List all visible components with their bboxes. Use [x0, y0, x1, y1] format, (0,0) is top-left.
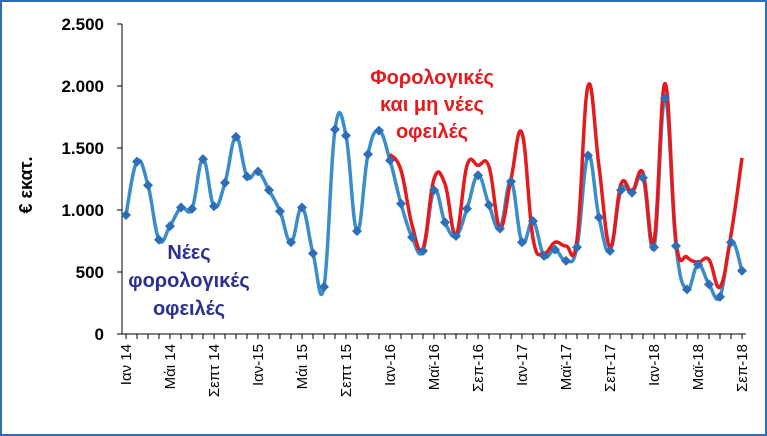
data-point-marker	[660, 93, 670, 104]
data-point-marker	[682, 284, 692, 295]
x-tick-label: Σεπ-17	[602, 344, 619, 392]
y-tick-label: 500	[76, 263, 104, 282]
data-point-marker	[330, 124, 340, 135]
data-point-marker	[308, 248, 318, 259]
data-point-marker	[693, 259, 703, 270]
x-tick-label: Μάι 15	[294, 344, 311, 389]
data-point-marker	[539, 250, 549, 261]
y-tick-label: 0	[95, 325, 104, 344]
data-point-marker	[209, 201, 219, 212]
data-point-marker	[737, 265, 747, 276]
data-point-marker	[132, 156, 142, 167]
data-point-marker	[253, 166, 263, 177]
annotation-line: οφειλές	[153, 298, 225, 320]
x-tick-label: Μαϊ-16	[426, 344, 443, 390]
data-point-marker	[627, 187, 637, 198]
data-point-marker	[726, 237, 736, 248]
y-axis-ticks: 0 500 1.000 1.500 2.000 2.500	[61, 15, 122, 344]
data-point-marker	[704, 279, 714, 290]
data-point-marker	[385, 155, 395, 166]
data-point-marker	[638, 172, 648, 183]
data-point-marker	[484, 200, 494, 211]
x-tick-label: Μαϊ-18	[690, 344, 707, 390]
data-point-marker	[154, 234, 164, 245]
data-point-marker	[198, 154, 208, 165]
data-point-marker	[506, 176, 516, 187]
data-point-marker	[495, 223, 505, 234]
data-point-marker	[473, 170, 483, 181]
data-point-marker	[319, 281, 329, 292]
y-tick-label: 1.500	[61, 139, 104, 158]
data-point-marker	[264, 185, 274, 196]
data-point-marker	[231, 131, 241, 142]
data-point-marker	[517, 237, 527, 248]
annotation-line: Φορολογικές	[370, 67, 494, 89]
data-point-marker	[418, 245, 428, 256]
y-tick-label: 1.000	[61, 201, 104, 220]
data-point-marker	[462, 203, 472, 214]
data-point-marker	[550, 244, 560, 255]
data-point-marker	[143, 180, 153, 191]
annotation-line: και μη νέες	[380, 94, 484, 116]
data-point-marker	[220, 177, 230, 188]
data-point-marker	[352, 226, 362, 237]
data-point-marker	[583, 150, 593, 161]
annotation-line: φορολογικές	[128, 270, 249, 292]
data-point-marker	[341, 130, 351, 141]
x-tick-label: Σεπ-18	[734, 344, 751, 392]
data-point-marker	[561, 255, 571, 266]
data-point-marker	[594, 212, 604, 223]
x-axis-ticks: Ιαν 14 Μάι 14 Σεπτ 14 Ιαν-15 Μάι 15 Σεπτ 15 Ια…	[118, 334, 751, 397]
data-point-marker	[616, 185, 626, 196]
data-point-marker	[187, 203, 197, 214]
x-tick-label: Σεπτ 14	[206, 344, 223, 397]
x-tick-label: Ιαν-15	[250, 344, 267, 386]
x-tick-label: Ιαν-16	[382, 344, 399, 386]
x-tick-label: Σεπτ 15	[338, 344, 355, 397]
data-point-marker	[407, 232, 417, 243]
x-tick-label: Σεπ-16	[470, 344, 487, 392]
data-point-marker	[605, 245, 615, 256]
y-tick-label: 2.000	[61, 77, 104, 96]
data-point-marker	[121, 209, 131, 220]
data-point-marker	[528, 216, 538, 227]
data-point-marker	[363, 149, 373, 160]
annotation-line: Νέες	[167, 242, 210, 264]
x-tick-label: Ιαν-17	[514, 344, 531, 386]
data-point-marker	[451, 231, 461, 242]
data-point-marker	[165, 221, 175, 232]
x-tick-label: Μαϊ-17	[558, 344, 575, 390]
data-point-marker	[572, 242, 582, 253]
data-point-marker	[297, 202, 307, 213]
x-tick-label: Μάι 14	[162, 344, 179, 389]
data-point-marker	[176, 202, 186, 213]
x-tick-label: Ιαν-18	[646, 344, 663, 386]
data-point-marker	[440, 217, 450, 228]
y-axis-title: € εκατ.	[16, 156, 36, 213]
annotations: Φορολογικές και μη νέες οφειλές Νέες φορολογ…	[128, 67, 494, 320]
x-tick-label: Ιαν 14	[118, 344, 135, 385]
annotation-line: οφειλές	[396, 121, 468, 143]
data-point-marker	[396, 198, 406, 209]
data-point-marker	[286, 237, 296, 248]
data-point-marker	[671, 240, 681, 251]
data-point-marker	[649, 242, 659, 253]
data-point-marker	[374, 125, 384, 136]
data-point-marker	[715, 291, 725, 302]
data-point-marker	[429, 185, 439, 196]
data-point-marker	[242, 171, 252, 182]
y-tick-label: 2.500	[61, 15, 104, 34]
series-layer	[121, 81, 747, 302]
data-point-marker	[275, 206, 285, 217]
